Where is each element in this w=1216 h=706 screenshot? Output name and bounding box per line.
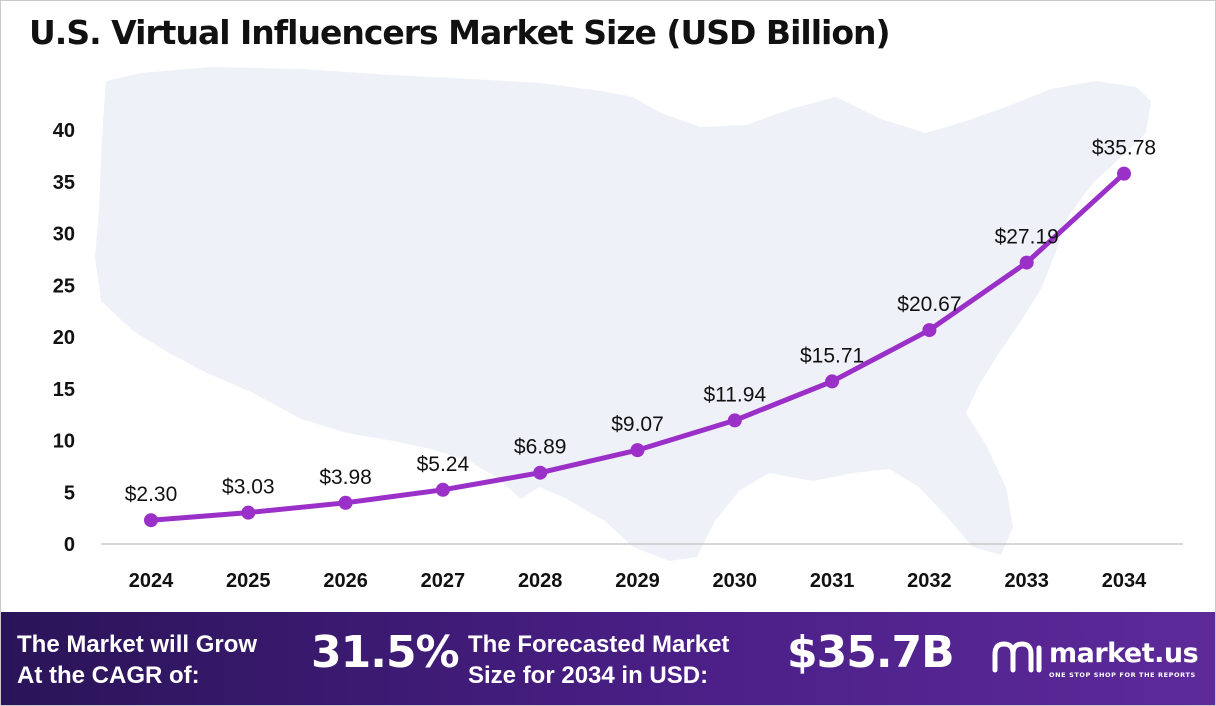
cagr-value: 31.5% <box>311 627 460 678</box>
x-tick-label: 2031 <box>810 570 855 592</box>
data-point <box>338 495 353 510</box>
x-tick-label: 2034 <box>1102 570 1147 592</box>
data-point <box>922 323 937 338</box>
us-map-background <box>95 67 1151 561</box>
x-tick-label: 2028 <box>518 570 563 592</box>
data-point <box>533 465 548 480</box>
y-tick-label: 40 <box>53 120 75 142</box>
data-point <box>1019 255 1034 270</box>
brand-logo[interactable]: market.us ONE STOP SHOP FOR THE REPORTS <box>991 636 1211 686</box>
y-tick-label: 35 <box>53 172 75 194</box>
data-label: $11.94 <box>703 383 766 406</box>
data-point <box>435 482 450 497</box>
data-label: $20.67 <box>897 293 961 316</box>
data-label: $15.71 <box>800 344 864 367</box>
y-tick-label: 20 <box>53 327 75 349</box>
cagr-label: The Market will Grow At the CAGR of: <box>17 629 257 691</box>
forecast-label-line2: Size for 2034 in USD: <box>468 662 709 689</box>
x-tick-label: 2029 <box>615 570 660 592</box>
x-axis-ticks: 2024 2025 2026 2027 2028 2029 2030 2031 2032 2033… <box>129 570 1147 592</box>
y-tick-label: 10 <box>53 431 75 453</box>
brand-name: market.us <box>1049 638 1199 669</box>
x-tick-label: 2033 <box>1004 570 1049 592</box>
cagr-label-line1: The Market will Grow <box>17 631 258 658</box>
x-tick-label: 2026 <box>323 570 368 592</box>
data-point <box>630 443 645 458</box>
y-tick-label: 25 <box>53 275 75 297</box>
data-labels: $2.30 $3.03 $3.98 $5.24 $6.89 $9.07 $11.94 $15.… <box>125 137 1156 507</box>
brand-tagline: ONE STOP SHOP FOR THE REPORTS <box>1049 671 1196 679</box>
y-axis-ticks: 0 5 10 15 20 25 30 35 40 <box>53 120 75 556</box>
data-point <box>1117 166 1131 181</box>
data-point <box>144 513 158 528</box>
y-tick-label: 30 <box>53 224 75 246</box>
forecast-label-line1: The Forecasted Market <box>468 631 730 658</box>
market-us-logo-icon <box>992 641 1042 673</box>
data-label: $6.89 <box>514 436 567 459</box>
x-tick-label: 2027 <box>421 570 466 592</box>
data-point <box>241 505 256 520</box>
x-tick-label: 2024 <box>129 570 174 592</box>
footer-banner: The Market will Grow At the CAGR of: 31.… <box>1 612 1215 705</box>
data-label: $9.07 <box>611 413 664 436</box>
forecast-value: $35.7B <box>787 627 955 678</box>
y-tick-label: 15 <box>53 379 75 401</box>
data-label: $27.19 <box>995 226 1059 249</box>
data-label: $5.24 <box>417 453 470 476</box>
cagr-label-line2: At the CAGR of: <box>17 662 200 689</box>
x-tick-label: 2032 <box>907 570 952 592</box>
y-tick-label: 5 <box>64 482 75 504</box>
data-point <box>727 413 742 428</box>
data-points <box>144 166 1131 528</box>
data-label: $2.30 <box>125 483 178 506</box>
y-tick-label: 0 <box>64 534 75 556</box>
forecast-label: The Forecasted Market Size for 2034 in U… <box>468 629 729 691</box>
x-tick-label: 2030 <box>713 570 758 592</box>
data-label: $3.98 <box>319 466 372 489</box>
x-tick-label: 2025 <box>226 570 271 592</box>
data-point <box>825 374 840 389</box>
data-label: $35.78 <box>1092 137 1156 160</box>
data-label: $3.03 <box>222 476 275 499</box>
chart-title: U.S. Virtual Influencers Market Size (US… <box>29 13 891 52</box>
